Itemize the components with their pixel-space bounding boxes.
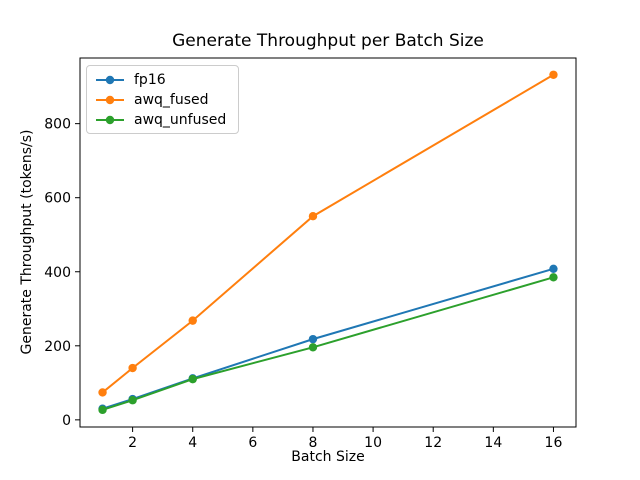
axes-frame bbox=[79, 57, 577, 428]
y-tick-label: 600 bbox=[44, 191, 71, 207]
y-axis-label: Generate Throughput (tokens/s) bbox=[19, 129, 35, 355]
series-marker-fp16 bbox=[308, 334, 318, 344]
series-marker-awq_unfused bbox=[308, 343, 318, 352]
y-tick-label: 800 bbox=[44, 117, 71, 133]
legend-item-awq_unfused: awq_unfused bbox=[95, 111, 227, 128]
legend-label: awq_fused bbox=[134, 91, 209, 108]
series-marker-awq_fused bbox=[188, 316, 197, 325]
x-tick-label: 6 bbox=[248, 435, 257, 451]
series-marker-awq_fused bbox=[308, 212, 318, 221]
legend-item-fp16: fp16 bbox=[95, 71, 226, 88]
series-marker-awq_fused bbox=[549, 70, 558, 79]
legend-label: fp16 bbox=[134, 71, 166, 88]
legend-key-icon bbox=[96, 115, 124, 124]
series-marker-awq_fused bbox=[128, 363, 137, 373]
series-marker-awq_unfused bbox=[128, 396, 137, 405]
series-line-awq_unfused bbox=[102, 276, 554, 411]
series-marker-awq_fused bbox=[98, 388, 107, 397]
chart-title: Generate Throughput per Batch Size bbox=[172, 31, 484, 51]
x-tick-label: 10 bbox=[364, 435, 382, 451]
series-marker-awq_unfused bbox=[98, 405, 107, 415]
series-marker-awq_unfused bbox=[549, 273, 558, 282]
x-tick-label: 8 bbox=[309, 435, 318, 451]
x-tick-label: 14 bbox=[484, 435, 502, 451]
series-marker-awq_unfused bbox=[188, 374, 197, 384]
series-marker-fp16 bbox=[549, 264, 558, 273]
legend-label: awq_unfused bbox=[134, 111, 227, 128]
x-axis-label: Batch Size bbox=[291, 449, 365, 465]
x-tick-label: 16 bbox=[545, 435, 563, 451]
x-tick-label: 2 bbox=[128, 435, 137, 451]
legend-item-awq_fused: awq_fused bbox=[95, 91, 226, 108]
legend-key-icon bbox=[96, 95, 124, 104]
x-tick-label: 12 bbox=[424, 435, 442, 451]
legend-key-icon bbox=[96, 75, 124, 84]
y-tick-label: 200 bbox=[44, 339, 71, 355]
x-tick-label: 4 bbox=[188, 435, 197, 451]
legend: fp16 awq_fused awq_unfused bbox=[86, 65, 240, 134]
y-tick-label: 0 bbox=[62, 413, 71, 429]
y-tick-label: 400 bbox=[44, 265, 71, 281]
